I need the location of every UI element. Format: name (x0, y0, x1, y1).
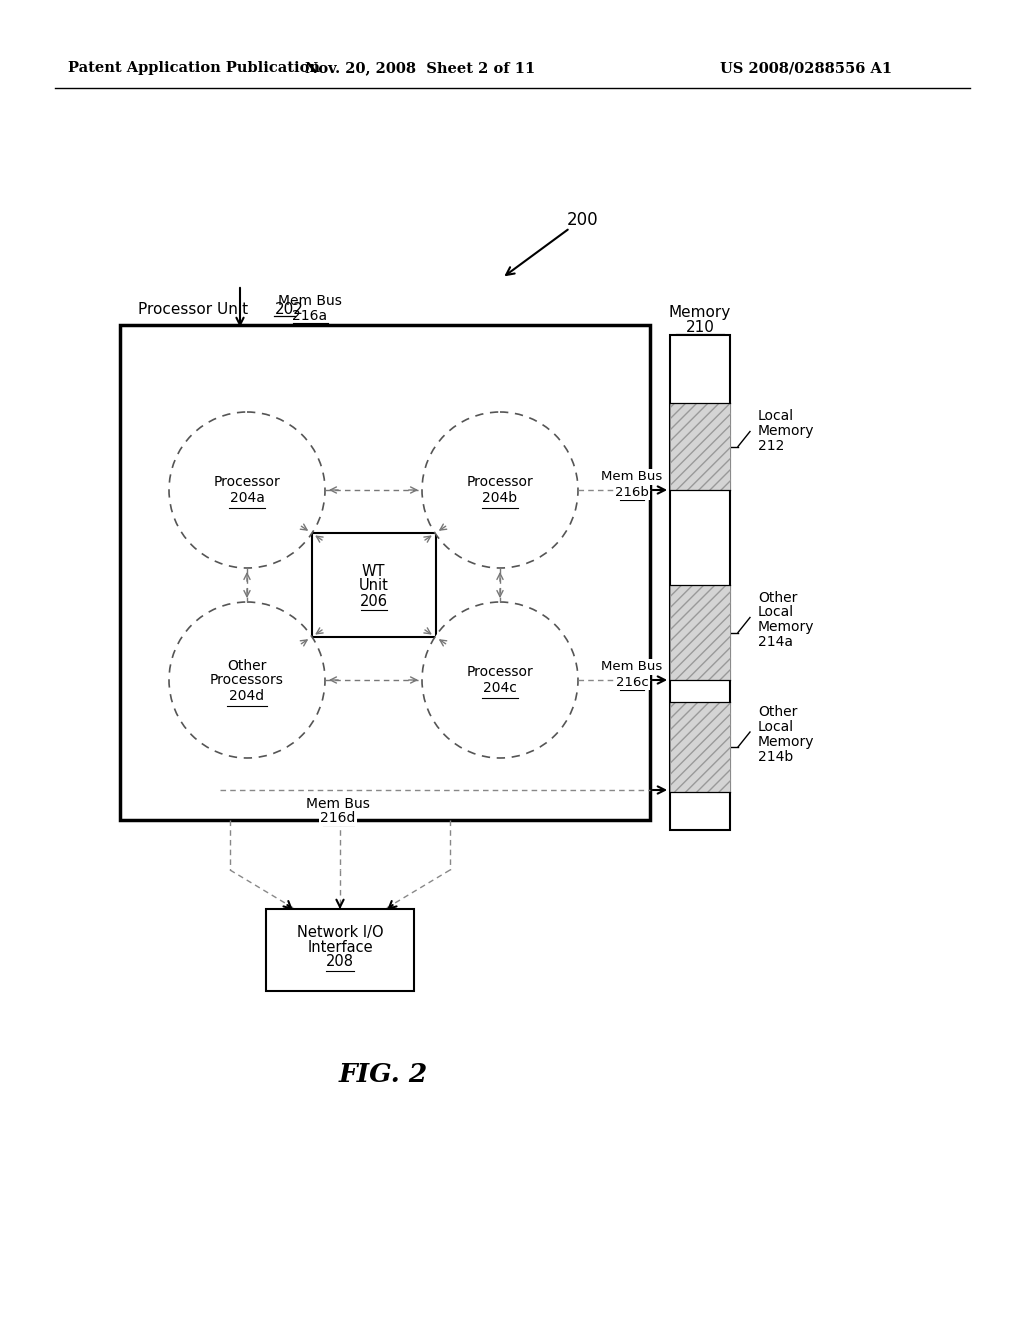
Text: Processor: Processor (214, 475, 281, 488)
Text: Memory: Memory (758, 425, 814, 438)
Text: 204d: 204d (229, 689, 264, 704)
Text: Nov. 20, 2008  Sheet 2 of 11: Nov. 20, 2008 Sheet 2 of 11 (305, 61, 536, 75)
Bar (670, 702, 730, 792)
Bar (670, 585, 730, 680)
Text: 214b: 214b (758, 750, 794, 764)
Text: 216a: 216a (293, 309, 328, 323)
Text: 216b: 216b (615, 486, 649, 499)
Text: 210: 210 (685, 319, 715, 334)
Text: WT: WT (361, 564, 385, 578)
Text: 202: 202 (275, 302, 304, 318)
Circle shape (169, 412, 325, 568)
Text: Memory: Memory (758, 620, 814, 635)
Text: 216d: 216d (321, 810, 355, 825)
Text: 214a: 214a (758, 635, 793, 649)
Circle shape (422, 412, 578, 568)
Text: Other: Other (227, 659, 266, 673)
Bar (311, 533, 435, 638)
Circle shape (422, 602, 578, 758)
Text: 208: 208 (326, 954, 354, 969)
Text: Processor: Processor (467, 475, 534, 488)
Text: 204c: 204c (483, 681, 517, 696)
Text: 200: 200 (567, 211, 599, 228)
Bar (670, 403, 730, 490)
Text: Memory: Memory (669, 305, 731, 321)
Text: Mem Bus: Mem Bus (601, 660, 663, 673)
Text: US 2008/0288556 A1: US 2008/0288556 A1 (720, 61, 892, 75)
Text: Other: Other (758, 590, 798, 605)
Text: Processors: Processors (210, 673, 284, 686)
Text: 216c: 216c (615, 676, 648, 689)
Text: Processor: Processor (467, 665, 534, 678)
Bar (266, 909, 414, 991)
Bar (670, 335, 730, 830)
Text: 206: 206 (359, 594, 387, 609)
Text: Local: Local (758, 719, 795, 734)
Text: Processor Unit: Processor Unit (138, 302, 248, 318)
Text: Local: Local (758, 409, 795, 424)
Text: Mem Bus: Mem Bus (601, 470, 663, 483)
Text: Memory: Memory (758, 735, 814, 748)
Text: Patent Application Publication: Patent Application Publication (68, 61, 319, 75)
Text: 212: 212 (758, 440, 784, 454)
Text: Unit: Unit (358, 578, 388, 594)
Text: 204a: 204a (229, 491, 264, 506)
Text: FIG. 2: FIG. 2 (338, 1063, 428, 1088)
Bar (120, 325, 650, 820)
Circle shape (169, 602, 325, 758)
Text: 204b: 204b (482, 491, 517, 506)
Text: Mem Bus: Mem Bus (306, 797, 370, 810)
Text: Local: Local (758, 606, 795, 619)
Text: Mem Bus: Mem Bus (279, 294, 342, 308)
Text: Other: Other (758, 705, 798, 719)
Text: Network I/O: Network I/O (297, 924, 383, 940)
Text: Interface: Interface (307, 940, 373, 954)
